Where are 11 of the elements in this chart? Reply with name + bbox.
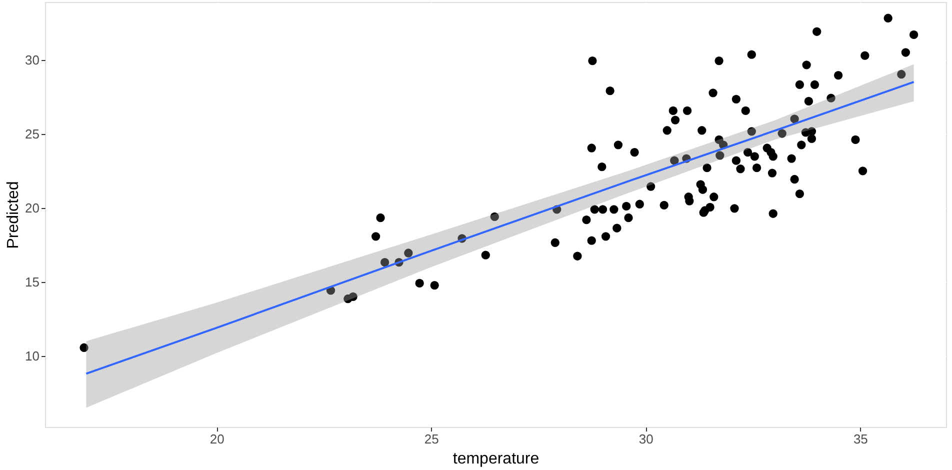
y-tick-label: 20: [25, 200, 40, 216]
y-tick-label: 10: [25, 348, 40, 364]
y-tick-label: 15: [25, 274, 40, 290]
x-tick-label: 30: [638, 432, 654, 446]
y-tick-label: 30: [25, 52, 40, 68]
x-axis-title: temperature: [452, 450, 540, 468]
y-tick-label: 25: [25, 126, 40, 142]
x-tick-label: 25: [424, 432, 439, 446]
x-tick-label: 20: [210, 432, 224, 446]
y-axis-title: Predicted: [5, 181, 22, 249]
x-tick-label: 35: [853, 432, 868, 446]
